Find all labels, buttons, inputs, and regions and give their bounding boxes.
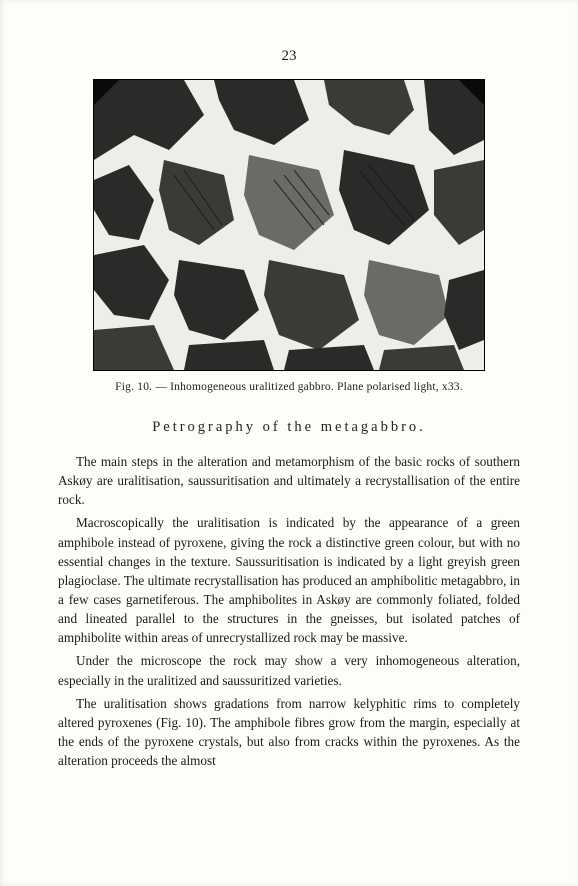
figure-caption: Fig. 10. — Inhomogeneous uralitized gabb… xyxy=(58,381,520,393)
paragraph: Macroscopically the uralitisation is ind… xyxy=(58,513,520,647)
page-number: 23 xyxy=(58,48,520,65)
page: 23 xyxy=(0,0,578,886)
body-text: The main steps in the alteration and met… xyxy=(58,452,520,770)
section-heading: Petrography of the metagabbro. xyxy=(58,419,520,436)
paragraph: Under the microscope the rock may show a… xyxy=(58,651,520,689)
figure-photomicrograph xyxy=(93,79,485,371)
paragraph: The main steps in the alteration and met… xyxy=(58,452,520,509)
caption-text: Inhomogeneous uralitized gabbro. Plane p… xyxy=(170,381,463,393)
micrograph-image xyxy=(94,80,484,370)
caption-prefix: Fig. 10. — xyxy=(115,381,167,393)
paragraph: The uralitisation shows gradations from … xyxy=(58,694,520,771)
